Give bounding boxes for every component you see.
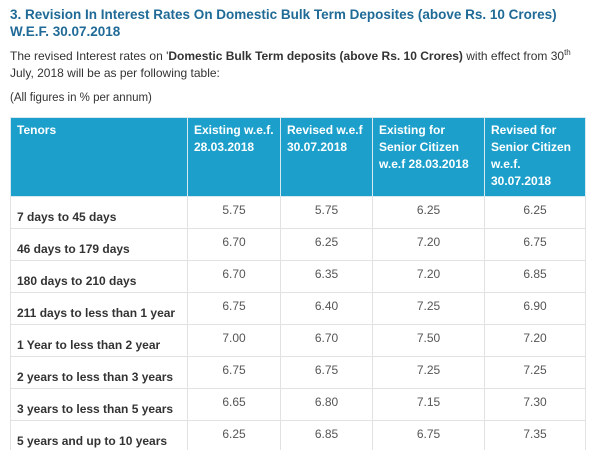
- tenor-cell: 180 days to 210 days: [10, 260, 188, 293]
- column-header: Revised for Senior Citizen w.e.f. 30.07.…: [484, 117, 586, 197]
- column-header: Tenors: [10, 117, 188, 197]
- rate-cell: 6.75: [280, 356, 373, 389]
- tenor-cell: 211 days to less than 1 year: [10, 292, 188, 325]
- rate-cell: 7.25: [484, 356, 586, 389]
- table-row: 1 Year to less than 2 year 7.00 6.70 7.50 7.…: [10, 324, 586, 357]
- table-row: 2 years to less than 3 years 6.75 6.75 7.25…: [10, 356, 586, 389]
- table-row: 5 years and up to 10 years 6.25 6.85 6.75 7.…: [10, 420, 586, 450]
- table-row: 46 days to 179 days 6.70 6.25 7.20 6.75: [10, 228, 586, 261]
- table-body: 7 days to 45 days 5.75 5.75 6.25 6.25 46 days…: [10, 196, 586, 450]
- rates-table: Tenors Existing w.e.f. 28.03.2018 Revised …: [10, 117, 586, 450]
- rate-cell: 7.20: [372, 260, 485, 293]
- rate-cell: 7.20: [484, 324, 586, 357]
- intro-text: July, 2018 will be as per following tabl…: [10, 66, 220, 80]
- heading: 3. Revision In Interest Rates On Domesti…: [10, 7, 557, 39]
- tenor-cell: 2 years to less than 3 years: [10, 356, 188, 389]
- rate-cell: 7.00: [187, 324, 281, 357]
- rate-cell: 6.40: [280, 292, 373, 325]
- rate-cell: 6.75: [187, 356, 281, 389]
- rate-cell: 6.90: [484, 292, 586, 325]
- table-row: 211 days to less than 1 year 6.75 6.40 7.25…: [10, 292, 586, 325]
- column-header: Existing w.e.f. 28.03.2018: [187, 117, 281, 197]
- rate-cell: 7.20: [372, 228, 485, 261]
- rate-cell: 6.70: [280, 324, 373, 357]
- rate-cell: 6.25: [484, 196, 586, 229]
- tenor-cell: 3 years to less than 5 years: [10, 388, 188, 421]
- rate-cell: 6.65: [187, 388, 281, 421]
- intro-text: The revised Interest rates on ': [10, 49, 169, 63]
- rate-cell: 6.25: [187, 420, 281, 450]
- rate-cell: 7.35: [484, 420, 586, 450]
- rate-cell: 7.25: [372, 292, 485, 325]
- rate-cell: 5.75: [187, 196, 281, 229]
- rate-cell: 6.75: [484, 228, 586, 261]
- tenor-cell: 1 Year to less than 2 year: [10, 324, 188, 357]
- rate-cell: 6.80: [280, 388, 373, 421]
- rate-cell: 6.25: [280, 228, 373, 261]
- rate-cell: 7.15: [372, 388, 485, 421]
- rate-cell: 6.70: [187, 228, 281, 261]
- header-row: Tenors Existing w.e.f. 28.03.2018 Revised …: [10, 117, 586, 197]
- rate-cell: 7.25: [372, 356, 485, 389]
- rate-cell: 6.75: [372, 420, 485, 450]
- rate-cell: 6.75: [187, 292, 281, 325]
- intro-bold: Domestic Bulk Term deposits (above Rs. 1…: [168, 49, 463, 63]
- rate-cell: 6.25: [372, 196, 485, 229]
- table-row: 3 years to less than 5 years 6.65 6.80 7.15…: [10, 388, 586, 421]
- rate-cell: 6.70: [187, 260, 281, 293]
- ordinal-suffix: th: [564, 48, 571, 57]
- tenor-cell: 46 days to 179 days: [10, 228, 188, 261]
- intro-text: with effect from 30: [462, 49, 565, 63]
- column-header: Revised w.e.f 30.07.2018: [280, 117, 373, 197]
- column-header: Existing for Senior Citizen w.e.f 28.03.…: [372, 117, 485, 197]
- rate-cell: 7.50: [372, 324, 485, 357]
- rate-cell: 6.85: [484, 260, 586, 293]
- rate-cell: 5.75: [280, 196, 373, 229]
- rate-cell: 7.30: [484, 388, 586, 421]
- table-row: 7 days to 45 days 5.75 5.75 6.25 6.25: [10, 196, 586, 229]
- intro: The revised Interest rates on 'Domestic …: [10, 44, 595, 82]
- rate-cell: 6.35: [280, 260, 373, 293]
- tenor-cell: 7 days to 45 days: [10, 196, 188, 229]
- rate-cell: 6.85: [280, 420, 373, 450]
- note: (All figures in % per annum): [10, 92, 152, 104]
- tenor-cell: 5 years and up to 10 years: [10, 420, 188, 450]
- table-row: 180 days to 210 days 6.70 6.35 7.20 6.85: [10, 260, 586, 293]
